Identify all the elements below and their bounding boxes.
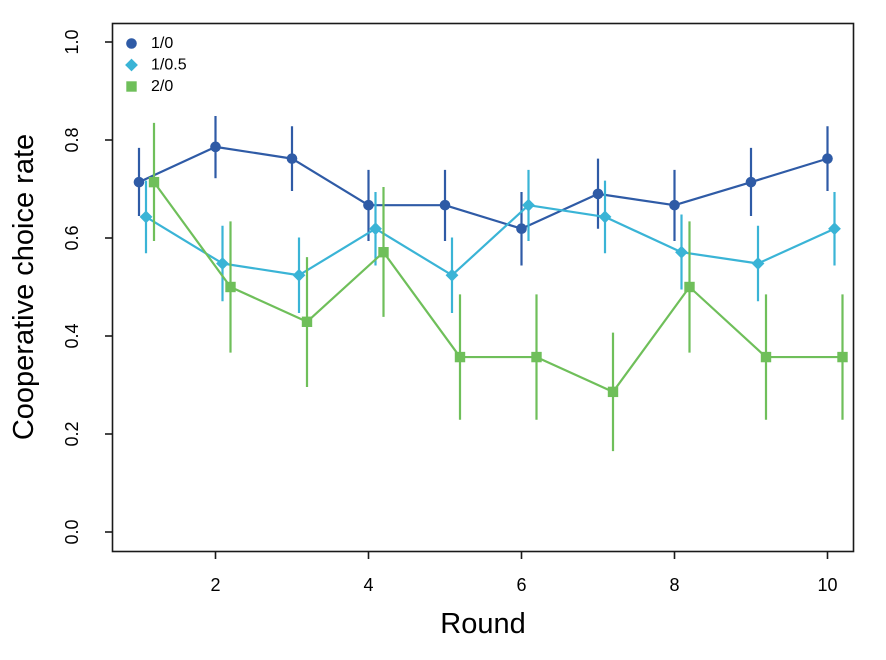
circle-marker-icon — [439, 199, 451, 211]
square-marker-icon — [148, 176, 160, 188]
circle-marker-icon — [669, 199, 680, 211]
x-tick-label: 8 — [669, 575, 679, 595]
square-marker-icon — [301, 316, 313, 327]
circle-marker-icon — [363, 199, 374, 211]
square-marker-icon — [378, 247, 389, 258]
diamond-marker-icon — [369, 222, 382, 236]
y-tick-label: 0.8 — [62, 127, 82, 152]
x-axis-title: Round — [440, 608, 525, 640]
y-tick-label: 0.2 — [62, 421, 82, 446]
circle-marker-icon — [822, 153, 833, 164]
series-line — [153, 181, 843, 393]
series-line — [138, 145, 828, 230]
plot-frame — [111, 22, 855, 553]
diamond-marker-icon — [216, 257, 229, 270]
diamond-marker-icon — [292, 268, 306, 282]
circle-marker-icon — [126, 38, 137, 49]
circle-marker-icon — [210, 141, 221, 153]
circle-marker-icon — [286, 153, 298, 164]
legend-item: 1/0.5 — [125, 57, 187, 74]
circle-marker-icon — [592, 188, 604, 200]
y-tick-label: 0.0 — [62, 519, 82, 544]
legend-label: 1/0.5 — [151, 57, 187, 74]
series-square — [148, 122, 848, 452]
diamond-marker-icon — [125, 58, 138, 72]
y-axis: 0.0 0.2 0.4 0.6 0.8 1.0 — [62, 29, 113, 545]
square-marker-icon — [837, 351, 848, 363]
diamond-marker-icon — [522, 198, 535, 212]
circle-marker-icon — [516, 223, 527, 234]
series-diamond — [139, 169, 841, 313]
diamond-marker-icon — [675, 245, 688, 259]
square-marker-icon — [684, 281, 695, 293]
legend: 1/0 1/0.5 2/0 — [125, 35, 187, 95]
legend-item: 1/0 — [126, 35, 173, 52]
legend-item: 2/0 — [126, 78, 173, 95]
diamond-marker-icon — [751, 257, 765, 270]
circle-marker-icon — [133, 176, 145, 188]
square-marker-icon — [607, 386, 619, 398]
diamond-marker-icon — [139, 210, 153, 224]
series-line — [145, 204, 835, 277]
square-marker-icon — [454, 351, 466, 363]
square-marker-icon — [760, 351, 772, 363]
x-tick-label: 4 — [363, 575, 373, 595]
diamond-marker-icon — [598, 210, 612, 224]
square-marker-icon — [126, 81, 137, 92]
square-marker-icon — [225, 281, 236, 293]
y-tick-label: 0.4 — [62, 323, 82, 348]
x-axis: 2 4 6 8 10 — [210, 551, 838, 595]
square-marker-icon — [531, 351, 542, 363]
y-axis-title: Cooperative choice rate — [8, 134, 40, 440]
y-tick-label: 1.0 — [62, 29, 82, 54]
legend-label: 2/0 — [151, 78, 173, 95]
series-circle — [133, 115, 833, 266]
circle-marker-icon — [745, 176, 757, 188]
legend-label: 1/0 — [151, 35, 173, 52]
diamond-marker-icon — [828, 222, 841, 236]
x-tick-label: 10 — [817, 575, 837, 595]
x-tick-label: 2 — [210, 575, 220, 595]
x-tick-label: 6 — [516, 575, 526, 595]
y-tick-label: 0.6 — [62, 225, 82, 250]
